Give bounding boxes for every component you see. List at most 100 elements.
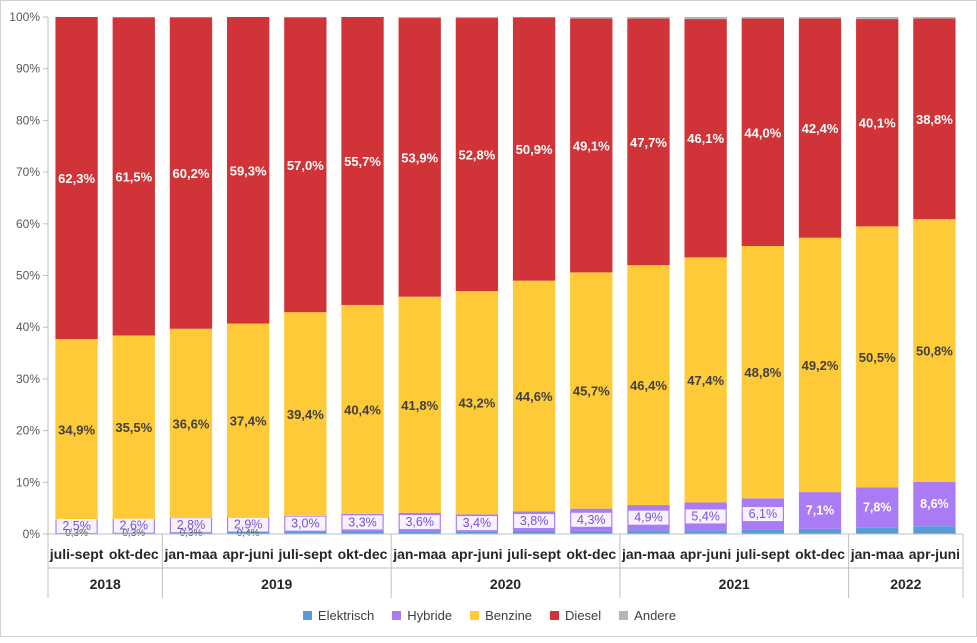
x-category-label: jan-maa <box>392 546 446 562</box>
benzine-data-label: 49,2% <box>802 358 839 373</box>
legend-item-diesel: Diesel <box>550 604 601 626</box>
bar-segment-benzine <box>570 272 613 509</box>
benzine-data-label: 39,4% <box>287 407 324 422</box>
benzine-data-label: 44,6% <box>516 389 553 404</box>
bar-segment-elektrisch <box>798 528 842 534</box>
hybride-label-bg <box>456 516 497 531</box>
bar-segment-benzine <box>455 291 499 515</box>
bar-segment-benzine <box>55 339 98 520</box>
diesel-data-label: 38,8% <box>916 112 953 127</box>
bar-segment-elektrisch <box>398 531 441 534</box>
benzine-data-label: 46,4% <box>630 378 667 393</box>
x-category-label: apr-juni <box>680 546 731 562</box>
bar-segment-andere <box>512 17 556 18</box>
y-tick-label: 30% <box>16 372 40 386</box>
y-tick-label: 0% <box>23 527 41 541</box>
bar-segment-elektrisch <box>684 530 727 534</box>
bar-segment-benzine <box>627 265 670 506</box>
legend-label: Elektrisch <box>317 607 375 623</box>
diesel-data-label: 50,9% <box>516 142 553 157</box>
x-category-label: juli-sept <box>49 546 104 562</box>
x-group-label: 2019 <box>261 576 292 592</box>
hybride-label-bg <box>56 518 97 533</box>
bar-segment-elektrisch <box>455 531 499 534</box>
bar-segment-benzine <box>169 328 213 518</box>
bar-segment-elektrisch <box>112 532 155 534</box>
hybride-label-bg <box>170 518 211 533</box>
legend-item-hybride: Hybride <box>392 604 452 626</box>
bar-segment-diesel <box>226 17 270 324</box>
x-category-label: juli-sept <box>278 546 333 562</box>
hybride-data-label: 8,6% <box>920 497 949 511</box>
bar-segment-elektrisch <box>856 527 899 534</box>
hybride-label-bg <box>228 517 269 532</box>
legend-swatch <box>619 610 629 620</box>
diesel-data-label: 60,2% <box>173 166 210 181</box>
bar-segment-andere <box>455 17 499 19</box>
x-category-label: okt-dec <box>795 546 845 562</box>
bar-segment-diesel <box>169 17 213 329</box>
hybride-data-label: 3,4% <box>463 516 492 530</box>
bar-segment-elektrisch <box>741 529 785 534</box>
diesel-data-label: 59,3% <box>230 163 267 178</box>
diesel-data-label: 55,7% <box>344 154 381 169</box>
x-category-label: apr-juni <box>222 546 273 562</box>
y-tick-label: 60% <box>16 217 40 231</box>
bar-segment-elektrisch <box>284 531 327 534</box>
benzine-data-label: 43,2% <box>458 396 495 411</box>
diesel-data-label: 46,1% <box>687 131 724 146</box>
bar-segment-benzine <box>226 323 270 517</box>
hybride-data-label: 2,6% <box>120 519 149 533</box>
diesel-data-label: 47,7% <box>630 135 667 150</box>
bar-segment-elektrisch <box>226 531 270 534</box>
diesel-data-label: 49,1% <box>573 138 610 153</box>
bar-segment-benzine <box>856 226 899 488</box>
bar-segment-benzine <box>284 312 327 516</box>
legend-item-benzine: Benzine <box>470 604 532 626</box>
hybride-data-label: 6,1% <box>749 507 778 521</box>
legend-label: Diesel <box>565 607 602 623</box>
legend-item-andere: Andere <box>619 604 676 626</box>
bar-segment-hybride <box>913 481 956 527</box>
bar-segment-diesel <box>512 17 556 281</box>
bar-segment-diesel <box>913 18 956 220</box>
bar-segment-andere <box>856 17 899 20</box>
legend-swatch <box>392 610 402 620</box>
y-tick-label: 20% <box>16 424 40 438</box>
diesel-data-label: 40,1% <box>859 116 896 131</box>
x-category-label: okt-dec <box>566 546 616 562</box>
bar-segment-diesel <box>741 18 785 247</box>
hybride-data-label: 3,6% <box>405 515 434 529</box>
hybride-data-label: 2,9% <box>234 517 263 531</box>
bar-segment-diesel <box>112 17 155 336</box>
bar-segment-andere <box>913 17 956 19</box>
legend-label: Benzine <box>485 607 533 623</box>
hybride-label-bg <box>685 509 726 524</box>
bar-segment-benzine <box>341 304 384 514</box>
x-category-label: jan-maa <box>621 546 675 562</box>
diesel-data-label: 52,8% <box>458 148 495 163</box>
hybride-label-bg <box>113 518 154 533</box>
hybride-label-bg <box>571 512 612 527</box>
benzine-data-label: 40,4% <box>344 402 381 417</box>
bar-segment-benzine <box>798 237 842 493</box>
benzine-data-label: 48,8% <box>744 365 781 380</box>
hybride-label-bg <box>399 515 440 530</box>
bar-segment-elektrisch <box>55 532 98 534</box>
bar-segment-benzine <box>684 257 727 503</box>
bar-segment-elektrisch <box>512 530 556 534</box>
legend-label: Hybride <box>407 607 453 623</box>
x-group-label: 2022 <box>890 576 921 592</box>
x-category-label: juli-sept <box>735 546 790 562</box>
y-tick-label: 10% <box>16 475 40 489</box>
bar-segment-andere <box>684 17 727 20</box>
y-tick-label: 40% <box>16 320 40 334</box>
bar-segment-andere <box>284 17 327 18</box>
hybride-data-label: 3,8% <box>520 514 549 528</box>
legend-label: Andere <box>634 607 677 623</box>
benzine-data-label: 34,9% <box>58 422 95 437</box>
bar-segment-hybride <box>856 487 899 528</box>
y-tick-label: 80% <box>16 113 40 127</box>
bar-segment-andere <box>627 17 670 19</box>
bar-segment-elektrisch <box>913 526 956 534</box>
